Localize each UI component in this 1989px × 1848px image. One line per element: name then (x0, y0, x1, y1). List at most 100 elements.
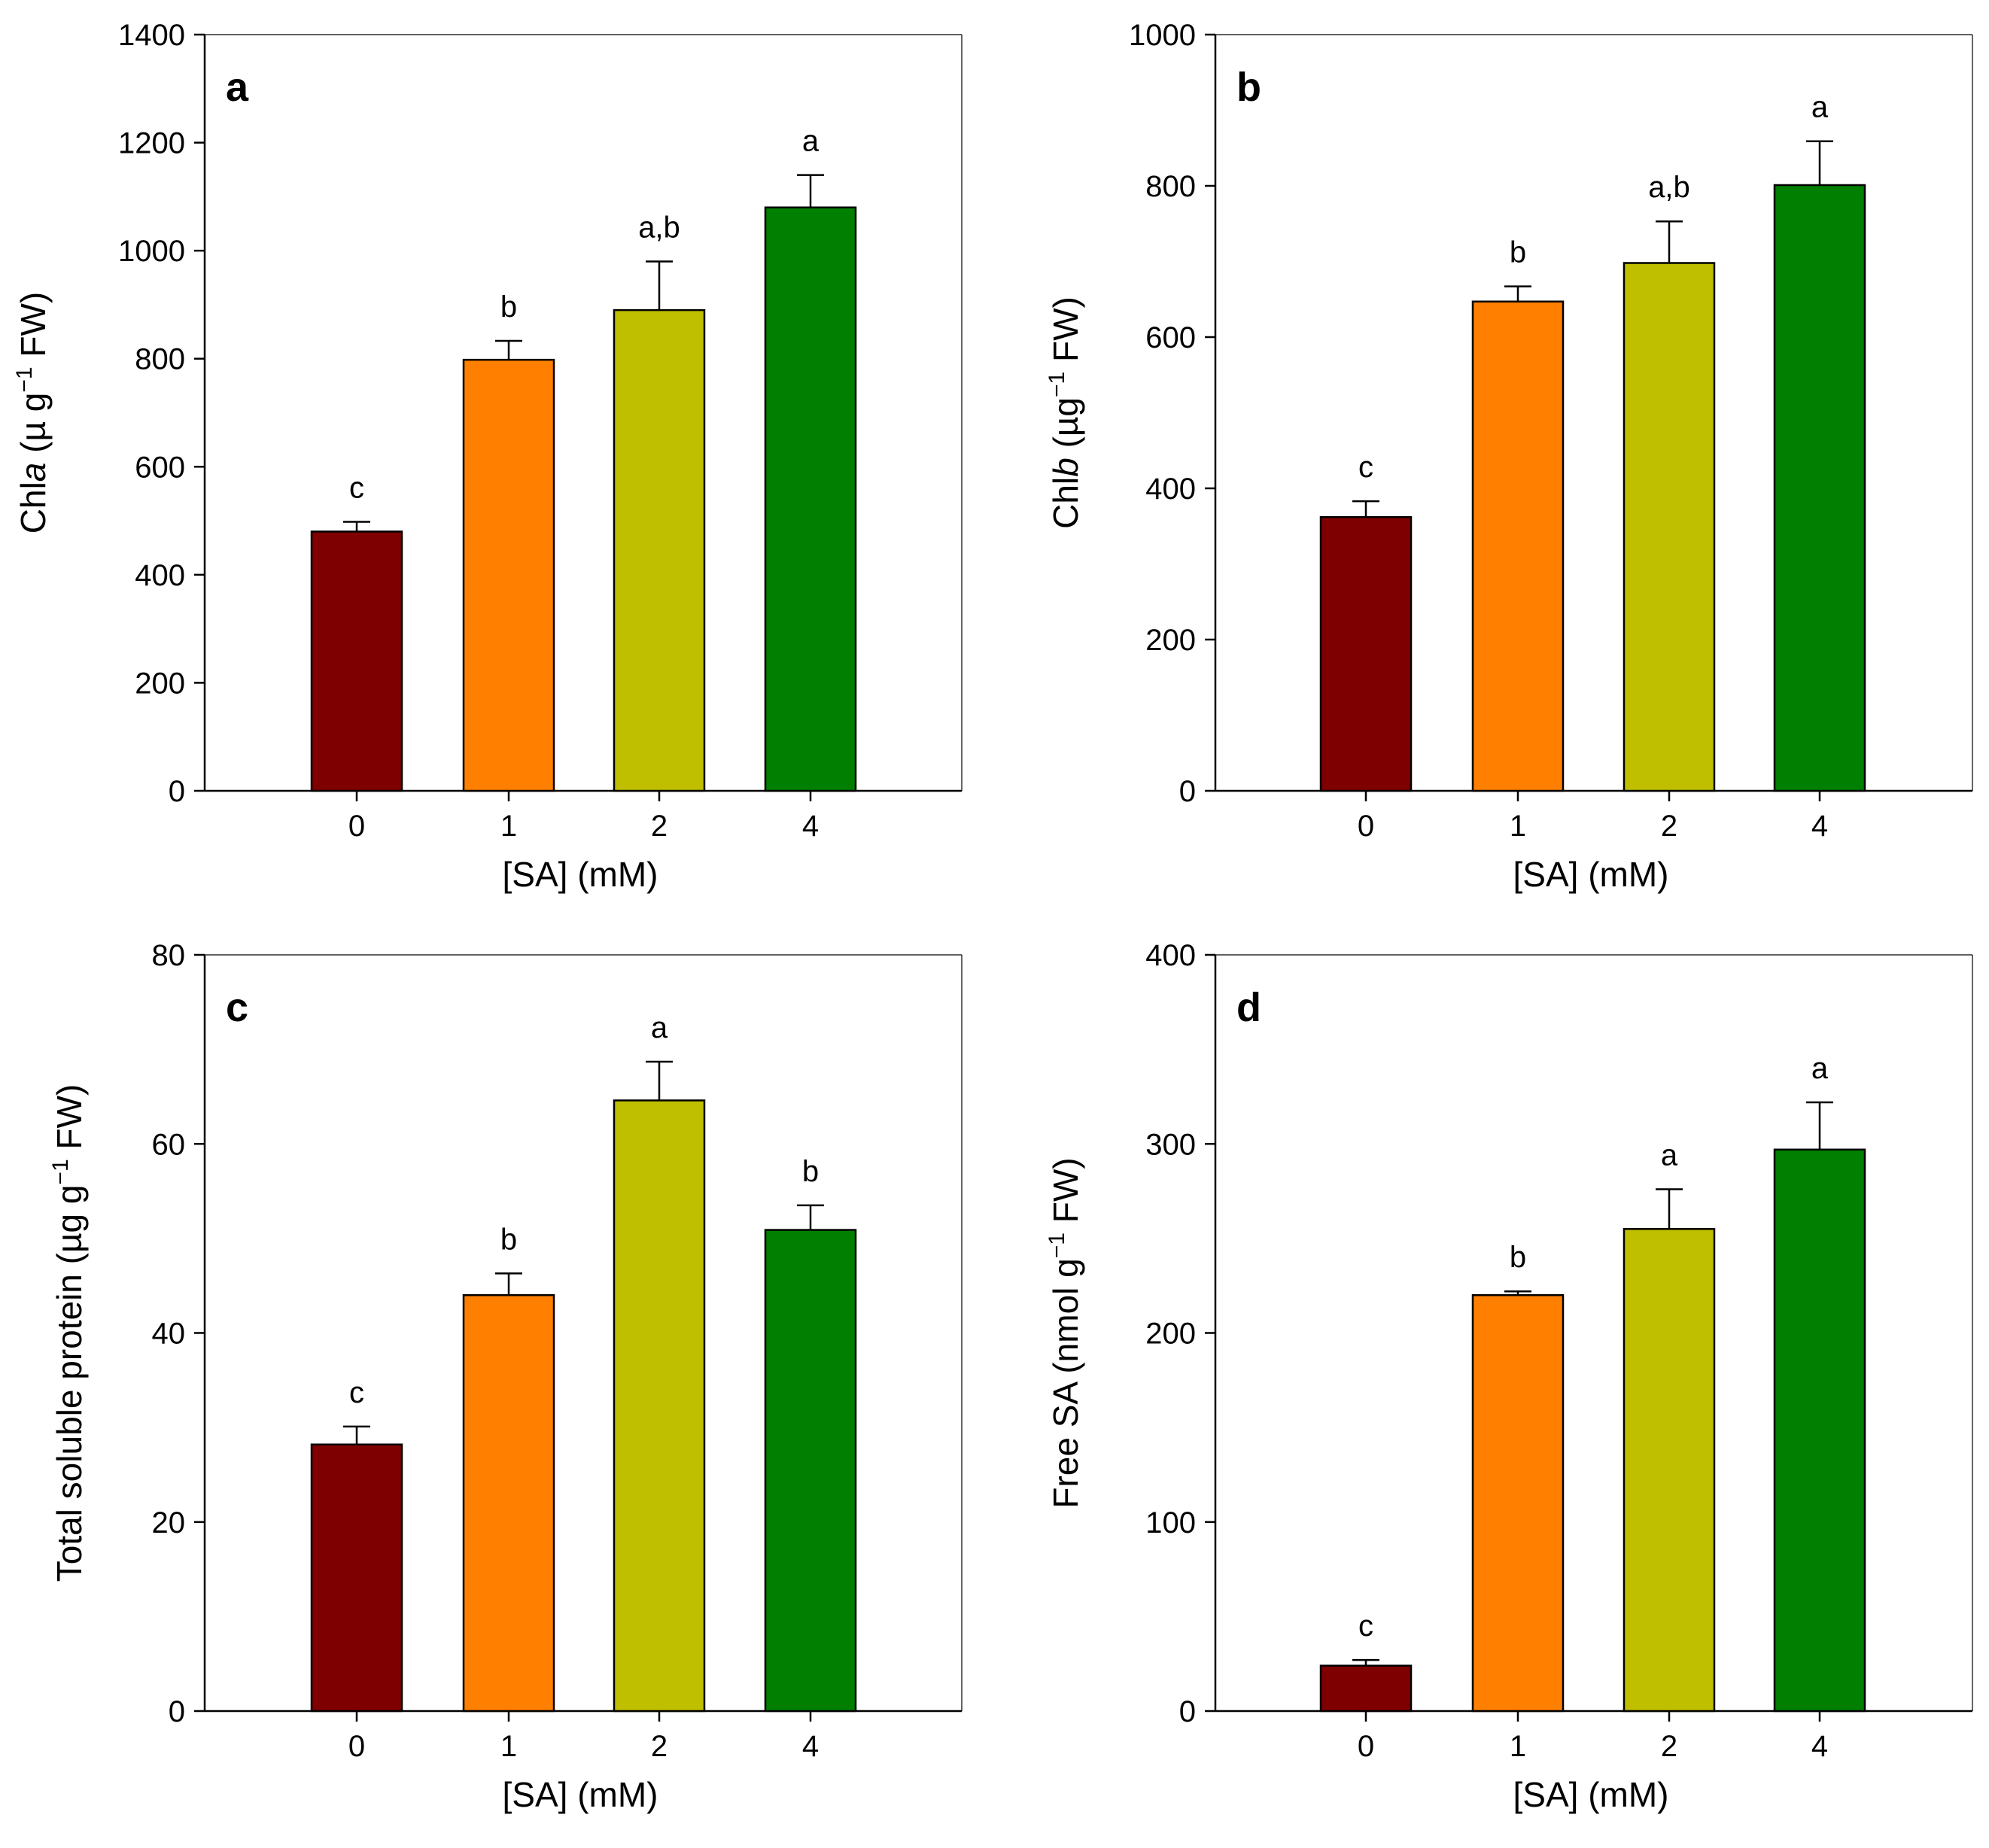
y-title-superscript: −1 (1045, 1233, 1069, 1258)
y-tick-label: 0 (1179, 1695, 1196, 1728)
significance-letter: a (1661, 1139, 1678, 1172)
x-axis-title: [SA] (mM) (1513, 1775, 1669, 1814)
bar (310, 530, 403, 792)
y-tick-label: 600 (135, 451, 185, 484)
significance-letter: a,b (638, 211, 680, 245)
panel-letter: c (226, 985, 248, 1030)
bar (1319, 515, 1413, 792)
y-title-text: (µ g (14, 393, 53, 463)
x-tick-label: 2 (651, 810, 668, 843)
significance-letter: a,b (1648, 171, 1690, 204)
x-tick-label: 0 (348, 810, 365, 843)
significance-letter: b (1510, 236, 1526, 269)
y-tick-label: 400 (1145, 939, 1196, 972)
bar (310, 1443, 403, 1713)
y-tick-label: 40 (152, 1318, 186, 1351)
x-tick-label: 4 (1811, 810, 1828, 843)
significance-letter: a (1811, 1052, 1829, 1085)
x-tick-label: 0 (348, 1730, 365, 1763)
y-tick-label: 200 (1145, 624, 1196, 657)
y-tick-label: 0 (169, 775, 185, 808)
y-title-text: Free SA (nmol g (1046, 1258, 1085, 1508)
panel-a: 0 200 400 600 800 1000 1200 1400 c 0 b 1 a,b 2 a 4 a [SA]… (12, 19, 963, 894)
y-tick-label: 80 (152, 939, 186, 972)
y-title-superscript: −1 (12, 366, 37, 392)
y-axis-title: Free SA (nmol g−1 FW) (1045, 1157, 1085, 1508)
x-tick-label: 2 (1661, 1730, 1677, 1763)
y-title-text: (µg (1046, 397, 1085, 457)
bar (1773, 1148, 1866, 1713)
y-title-text: Chl (14, 482, 53, 533)
y-axis-title: Chlb (µg−1 FW) (1045, 296, 1085, 529)
x-tick-label: 0 (1358, 1730, 1374, 1763)
y-title-italic: a (14, 463, 53, 482)
significance-letter: a (1811, 91, 1829, 124)
significance-letter: a (651, 1011, 668, 1044)
x-axis-title: [SA] (mM) (1513, 855, 1669, 894)
significance-letter: b (1510, 1241, 1526, 1274)
x-tick-label: 4 (1811, 1730, 1828, 1763)
y-title-text: Chl (1046, 477, 1085, 529)
significance-letter: b (500, 290, 517, 324)
y-title-text: FW) (1046, 1157, 1085, 1233)
bar (1773, 184, 1866, 792)
y-tick-label: 400 (135, 559, 185, 592)
x-tick-label: 1 (500, 810, 517, 843)
x-tick-label: 2 (1661, 810, 1677, 843)
x-tick-label: 1 (500, 1730, 517, 1763)
y-title-superscript: −1 (1045, 372, 1069, 397)
panel-b: 0 200 400 600 800 1000 c 0 b 1 a,b 2 a 4 b [SA] (mM) Chl… (1045, 19, 1973, 894)
bar (764, 206, 857, 792)
x-tick-label: 4 (802, 810, 819, 843)
significance-letter: b (500, 1223, 517, 1256)
x-tick-label: 1 (1510, 1730, 1526, 1763)
y-tick-label: 200 (135, 667, 185, 700)
y-tick-label: 400 (1145, 473, 1196, 506)
bar (1471, 1294, 1565, 1713)
y-tick-label: 100 (1145, 1506, 1196, 1539)
x-axis-title: [SA] (mM) (503, 1775, 658, 1814)
significance-letter: c (349, 1376, 364, 1409)
y-title-text: FW) (1046, 296, 1085, 372)
y-axis-title: Total soluble protein (µg g−1 FW) (48, 1084, 89, 1582)
bar (462, 1294, 555, 1713)
significance-letter: c (1358, 451, 1373, 484)
panel-letter: a (226, 65, 249, 110)
y-axis-title: Chla (µ g−1 FW) (12, 292, 53, 533)
y-tick-label: 800 (135, 343, 185, 376)
significance-letter: c (349, 472, 364, 505)
bar (613, 309, 706, 792)
bar (764, 1229, 857, 1713)
x-tick-label: 0 (1358, 810, 1374, 843)
bar (462, 358, 555, 792)
x-tick-label: 1 (1510, 810, 1526, 843)
panel-letter: d (1236, 985, 1261, 1030)
x-tick-label: 2 (651, 1730, 668, 1763)
significance-letter: c (1358, 1609, 1373, 1643)
y-title-text: FW) (14, 292, 53, 367)
significance-letter: a (802, 125, 820, 158)
y-tick-label: 600 (1145, 321, 1196, 354)
x-tick-label: 4 (802, 1730, 819, 1763)
x-axis-title: [SA] (mM) (503, 855, 658, 894)
y-title-text: Total soluble protein (µg g (50, 1185, 89, 1582)
y-tick-label: 300 (1145, 1128, 1196, 1161)
panel-letter: b (1236, 65, 1261, 110)
significance-letter: b (802, 1155, 819, 1188)
panel-d: 0 100 200 300 400 c 0 b 1 a 2 a 4 d [SA] (mM) Free SA (… (1045, 939, 1973, 1814)
bar (1623, 1228, 1716, 1713)
y-tick-label: 20 (152, 1506, 186, 1539)
y-tick-label: 1000 (1129, 19, 1196, 52)
y-tick-label: 1000 (118, 235, 185, 268)
y-tick-label: 0 (169, 1695, 185, 1728)
y-title-superscript: −1 (48, 1159, 73, 1184)
bar (1623, 262, 1716, 792)
bar (1319, 1664, 1413, 1713)
bar (1471, 300, 1565, 792)
y-tick-label: 800 (1145, 170, 1196, 203)
y-title-text: FW) (50, 1084, 89, 1160)
y-title-italic: b (1046, 457, 1085, 477)
panel-c: 0 20 40 60 80 c 0 b 1 a 2 b 4 c [SA] (mM) Total soluble… (48, 939, 963, 1814)
y-tick-label: 1400 (118, 19, 185, 52)
